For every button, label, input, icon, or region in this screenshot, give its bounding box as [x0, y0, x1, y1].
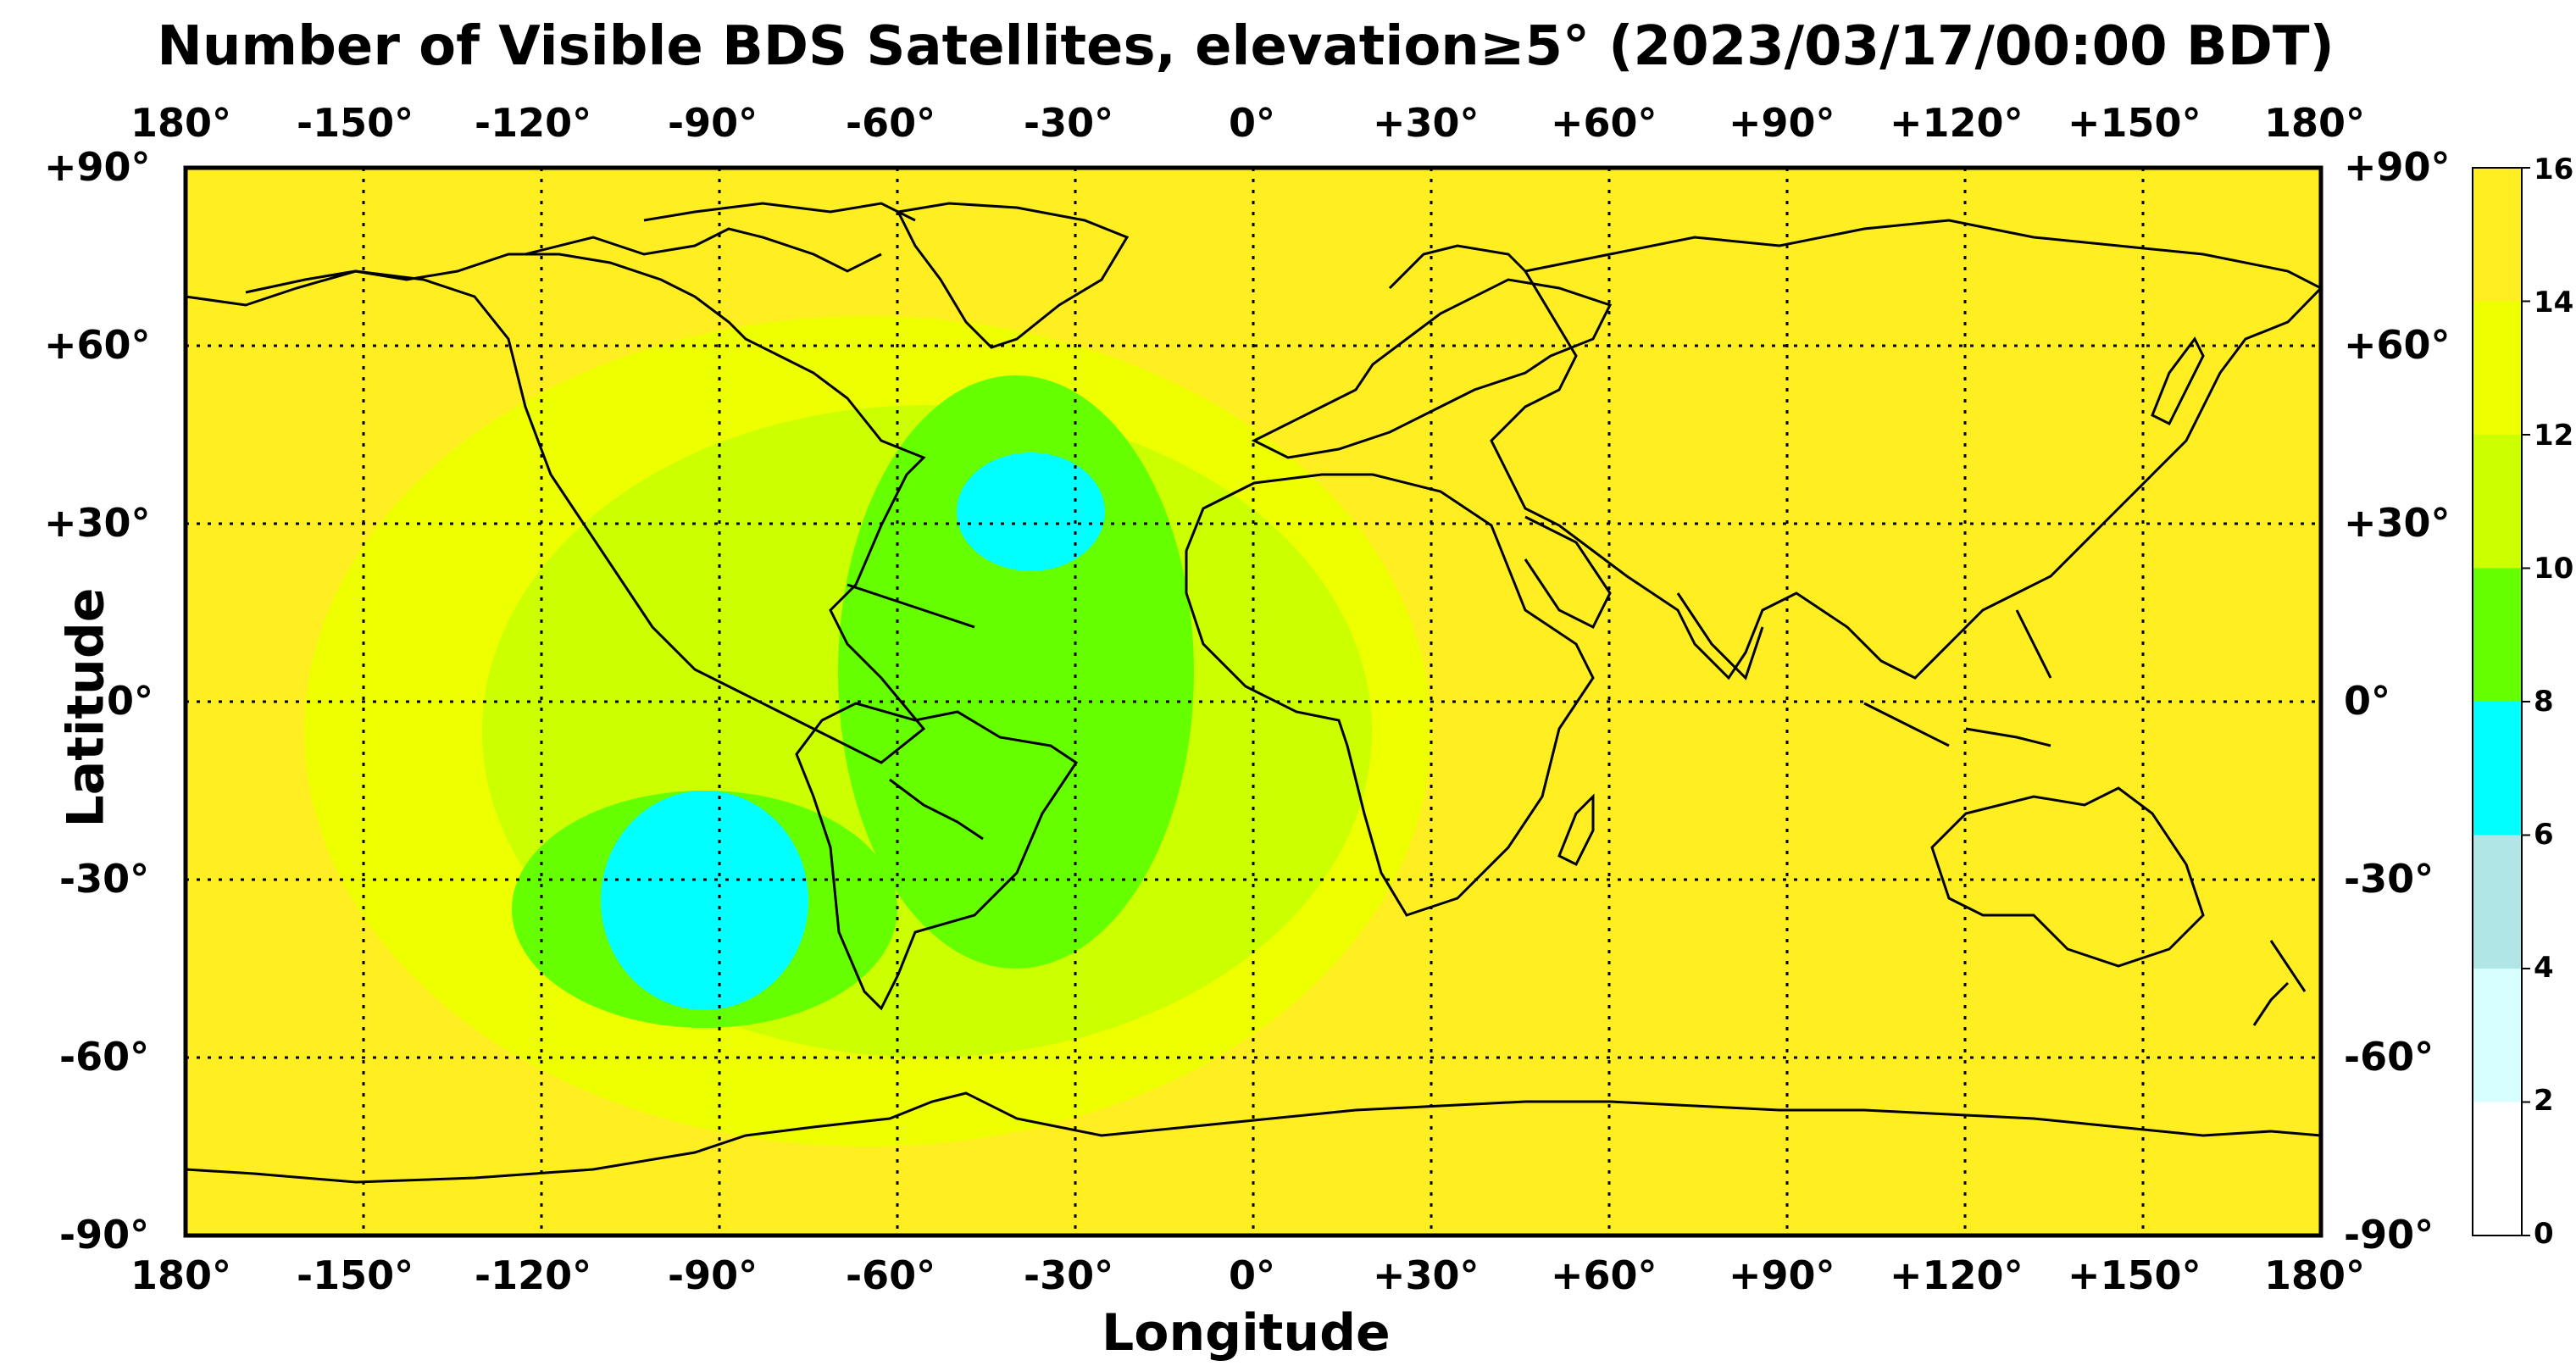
- lat-tick-right: -90°: [2344, 1212, 2434, 1258]
- colorbar-tick: 8: [2534, 685, 2554, 719]
- lon-tick-top: +90°: [1729, 100, 1835, 146]
- colorbar: [2472, 167, 2530, 1236]
- lon-tick-top: -30°: [1024, 100, 1114, 146]
- colorbar-segment: [2473, 568, 2522, 702]
- lat-tick-right: -60°: [2344, 1034, 2434, 1080]
- coastlines: [186, 202, 2321, 1184]
- lon-tick-top: 0°: [1229, 100, 1276, 146]
- lon-tick-top: +30°: [1373, 100, 1480, 146]
- colorbar-segment: [2473, 168, 2522, 302]
- lon-tick-bottom: +30°: [1373, 1252, 1480, 1298]
- colorbar-segment: [2473, 969, 2522, 1102]
- lon-tick-bottom: -60°: [846, 1252, 936, 1298]
- lat-tick-left: -30°: [59, 856, 150, 902]
- lon-tick-bottom: -120°: [475, 1252, 592, 1298]
- lat-tick-left: +30°: [44, 500, 151, 546]
- lat-tick-left: +90°: [44, 144, 151, 190]
- lon-tick-bottom: -30°: [1024, 1252, 1114, 1298]
- lat-tick-right: +90°: [2344, 144, 2451, 190]
- colorbar-tick: 16: [2534, 153, 2574, 186]
- colorbar-tick: 14: [2534, 286, 2574, 319]
- y-axis-title: Latitude: [56, 587, 116, 828]
- lon-tick-bottom: 180°: [130, 1252, 232, 1298]
- lon-tick-bottom: 180°: [2264, 1252, 2366, 1298]
- lon-tick-top: -150°: [297, 100, 414, 146]
- lat-tick-right: 0°: [2344, 678, 2391, 724]
- visibility-region: [601, 791, 808, 1010]
- lon-tick-top: +120°: [1890, 100, 2024, 146]
- colorbar-tick: 2: [2534, 1084, 2554, 1118]
- lat-tick-right: +30°: [2344, 500, 2451, 546]
- graticule: [186, 168, 2321, 1236]
- colorbar-tick: 12: [2534, 419, 2574, 453]
- colorbar-tick: 0: [2534, 1217, 2554, 1251]
- lat-tick-left: -90°: [59, 1212, 150, 1258]
- lon-tick-bottom: +60°: [1551, 1252, 1657, 1298]
- lat-tick-left: +60°: [44, 322, 151, 368]
- colorbar-tick: 4: [2534, 951, 2554, 985]
- lat-tick-left: -60°: [59, 1034, 150, 1080]
- lat-tick-right: -30°: [2344, 856, 2434, 902]
- lon-tick-top: -90°: [668, 100, 758, 146]
- colorbar-segment: [2473, 702, 2522, 836]
- visibility-region: [957, 453, 1105, 571]
- lon-tick-top: -60°: [846, 100, 936, 146]
- colorbar-tick: 6: [2534, 818, 2554, 852]
- lon-tick-bottom: +150°: [2068, 1252, 2201, 1298]
- lon-tick-top: -120°: [475, 100, 592, 146]
- colorbar-segment: [2473, 1102, 2522, 1236]
- lat-tick-left: 0°: [107, 678, 154, 724]
- lon-tick-bottom: 0°: [1229, 1252, 1276, 1298]
- lon-tick-bottom: -150°: [297, 1252, 414, 1298]
- colorbar-segment: [2473, 301, 2522, 435]
- lon-tick-bottom: +120°: [1890, 1252, 2024, 1298]
- lon-tick-top: +150°: [2068, 100, 2201, 146]
- colorbar-segment: [2473, 835, 2522, 969]
- x-axis-title: Longitude: [1102, 1303, 1391, 1363]
- map-title: Number of Visible BDS Satellites, elevat…: [157, 15, 2334, 78]
- lon-tick-bottom: +90°: [1729, 1252, 1835, 1298]
- lon-tick-top: 180°: [2264, 100, 2366, 146]
- colorbar-segment: [2473, 435, 2522, 569]
- lon-tick-top: +60°: [1551, 100, 1657, 146]
- lon-tick-bottom: -90°: [668, 1252, 758, 1298]
- lat-tick-right: +60°: [2344, 322, 2451, 368]
- lon-tick-top: 180°: [130, 100, 232, 146]
- colorbar-tick: 10: [2534, 552, 2574, 586]
- plot-frame: [183, 165, 2323, 1238]
